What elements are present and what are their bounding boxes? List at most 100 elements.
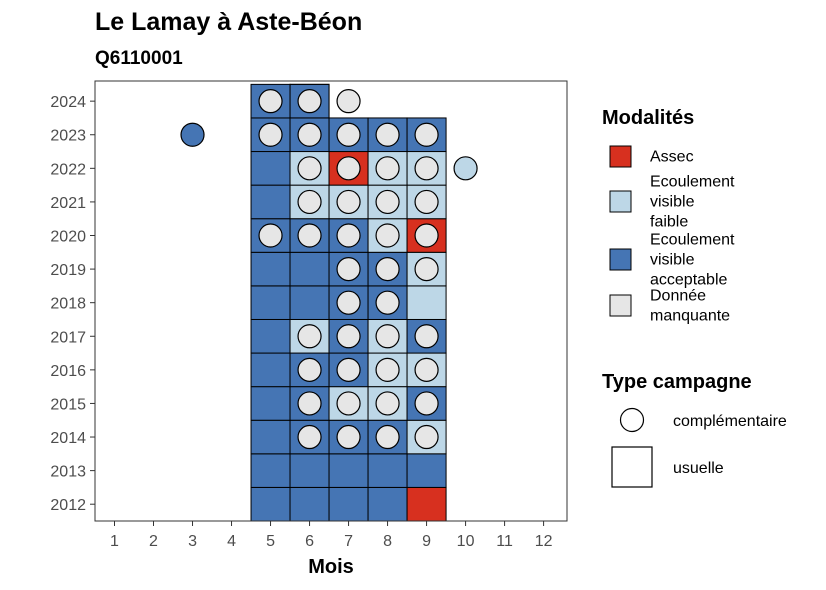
legend-label-usuelle: usuelle — [673, 460, 724, 477]
tile-2012-7 — [328, 486, 369, 522]
y-tick-label-2015: 2015 — [50, 396, 86, 413]
legend-label-assec: Assec — [650, 149, 694, 166]
y-tick-label-2016: 2016 — [50, 363, 86, 380]
y-tick-label-2021: 2021 — [50, 195, 86, 212]
legend-label-faible: Ecoulement visible faible — [650, 174, 735, 231]
legend-key-assec — [609, 145, 632, 168]
point-2021-7 — [336, 189, 361, 215]
legend-key-manquante — [609, 294, 632, 317]
y-tick-label-2018: 2018 — [50, 296, 86, 313]
tile-2018-5 — [250, 285, 291, 320]
x-tick-label-8: 8 — [383, 533, 392, 550]
point-2014-6 — [297, 424, 322, 450]
point-2022-9 — [414, 156, 439, 181]
legend-key-usuelle — [611, 446, 653, 488]
point-2023-8 — [375, 122, 400, 147]
point-2018-8 — [375, 290, 400, 315]
tile-2019-5 — [250, 251, 291, 287]
point-2018-7 — [336, 290, 361, 315]
legend-campagne-title: Type campagne — [602, 371, 752, 393]
legend-campagne-items: complémentaire usuelle — [611, 407, 787, 488]
y-tick-label-2013: 2013 — [50, 464, 86, 481]
point-2023-5 — [258, 122, 283, 147]
point-2015-6 — [297, 391, 322, 416]
y-tick-label-2012: 2012 — [50, 497, 86, 514]
point-layer — [180, 89, 478, 450]
point-2014-7 — [336, 424, 361, 450]
tile-2017-5 — [250, 318, 291, 354]
y-tick-label-2024: 2024 — [50, 94, 86, 111]
point-2021-9 — [414, 189, 439, 215]
legend-key-faible — [609, 190, 632, 213]
x-tick-label-2: 2 — [149, 533, 158, 550]
tile-2012-6 — [289, 486, 330, 522]
tile-2018-9 — [406, 285, 447, 320]
point-2019-8 — [375, 256, 400, 282]
tile-2015-5 — [250, 386, 291, 421]
point-2017-9 — [414, 324, 439, 349]
tile-2018-6 — [289, 285, 330, 320]
tile-2019-6 — [289, 251, 330, 287]
x-tick-label-9: 9 — [422, 533, 431, 550]
tile-2021-5 — [250, 184, 291, 220]
legend-key-complementaire — [619, 407, 645, 433]
tile-2013-8 — [367, 453, 408, 488]
point-2023-6 — [297, 122, 322, 147]
x-tick-label-4: 4 — [227, 533, 236, 550]
y-tick-label-2023: 2023 — [50, 128, 86, 145]
chart-subtitle: Q6110001 — [95, 48, 183, 69]
point-2020-5 — [258, 223, 283, 248]
point-2015-8 — [375, 391, 400, 416]
tile-2012-8 — [367, 486, 408, 522]
tile-2013-9 — [406, 453, 447, 488]
point-2023-9 — [414, 122, 439, 147]
y-tick-label-2017: 2017 — [50, 329, 86, 346]
point-2019-9 — [414, 256, 439, 282]
point-2015-7 — [336, 391, 361, 416]
point-2016-9 — [414, 357, 439, 382]
point-2017-7 — [336, 324, 361, 349]
point-2024-6 — [297, 89, 322, 114]
tile-2013-5 — [250, 453, 291, 488]
point-2016-7 — [336, 357, 361, 382]
tile-2016-5 — [250, 352, 291, 388]
point-2017-8 — [375, 324, 400, 349]
point-2023-3 — [180, 122, 205, 147]
x-tick-label-12: 12 — [535, 533, 553, 550]
tile-outline-2024-6 — [289, 83, 330, 119]
legend-modalites-title: Modalités — [602, 107, 694, 129]
x-tick-label-3: 3 — [188, 533, 197, 550]
point-2020-8 — [375, 223, 400, 248]
point-2014-8 — [375, 424, 400, 450]
point-2016-6 — [297, 357, 322, 382]
legend-label-acceptable: Ecoulement visible acceptable — [650, 232, 735, 289]
legend: Modalités Assec Ecoulement visible faibleEc… — [602, 107, 787, 488]
x-tick-label-11: 11 — [496, 533, 513, 550]
tile-2013-6 — [289, 453, 330, 488]
x-tick-label-7: 7 — [344, 533, 353, 550]
y-axis: 2012 2013 2014 2015 2016 2017 2018 2019 2020 2021… — [50, 94, 95, 514]
tile-2012-5 — [250, 486, 291, 522]
y-tick-label-2019: 2019 — [50, 262, 86, 279]
legend-key-acceptable — [609, 248, 632, 271]
point-2019-7 — [336, 256, 361, 282]
point-2024-5 — [258, 89, 283, 114]
point-2022-10 — [453, 156, 478, 181]
legend-label-manquante: Donnée manquante — [650, 288, 730, 325]
y-tick-label-2022: 2022 — [50, 161, 86, 178]
point-2014-9 — [414, 424, 439, 450]
x-tick-label-10: 10 — [457, 533, 475, 550]
x-axis: 1 2 3 4 5 6 7 8 9 10 11 12 — [110, 521, 553, 550]
x-axis-title: Mois — [308, 556, 354, 578]
x-tick-label-5: 5 — [266, 533, 275, 550]
point-2016-8 — [375, 357, 400, 382]
tile-2013-7 — [328, 453, 369, 488]
y-tick-label-2014: 2014 — [50, 430, 86, 447]
point-2023-7 — [336, 122, 361, 147]
point-2017-6 — [297, 324, 322, 349]
point-2024-7 — [336, 89, 361, 114]
chart-title: Le Lamay à Aste-Béon — [95, 8, 362, 36]
legend-label-complementaire: complémentaire — [673, 413, 787, 430]
point-2020-6 — [297, 223, 322, 248]
